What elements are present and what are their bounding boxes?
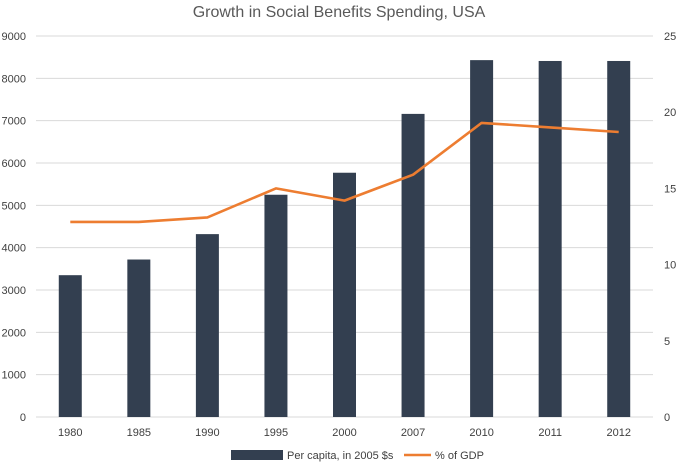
bar-2011: [538, 60, 562, 418]
y-right-tick-label: 20: [664, 107, 676, 119]
x-tick-label: 1995: [264, 427, 288, 439]
legend: Per capita, in 2005 $s % of GDP: [231, 450, 484, 462]
bar-1995: [264, 194, 288, 417]
y-right-tick-label: 15: [664, 183, 676, 195]
x-tick-label: 2007: [401, 427, 425, 439]
x-tick-label: 1980: [58, 427, 82, 439]
right-axis-ticks: 0 5 10 15 20 25: [664, 31, 676, 424]
y-left-tick-label: 2000: [2, 327, 26, 339]
x-axis-ticks: 1980 1985 1990 1995 2000 2007 2010 2011 2012: [58, 427, 631, 439]
y-right-tick-label: 10: [664, 260, 676, 272]
y-left-tick-label: 1000: [2, 370, 26, 382]
bar-series: [58, 60, 631, 418]
y-right-tick-label: 5: [664, 336, 670, 348]
bar-2007: [401, 113, 425, 417]
legend-bar-swatch: [231, 450, 283, 460]
chart-title: Growth in Social Benefits Spending, USA: [193, 4, 486, 21]
x-tick-label: 1990: [195, 427, 219, 439]
y-left-tick-label: 0: [20, 412, 26, 424]
line-series: [70, 121, 619, 224]
y-right-tick-label: 25: [664, 31, 676, 43]
legend-bar-label: Per capita, in 2005 $s: [287, 450, 394, 462]
y-right-tick-label: 0: [664, 412, 670, 424]
x-tick-label: 2011: [538, 427, 562, 439]
y-left-tick-label: 9000: [2, 31, 26, 43]
x-tick-label: 2000: [332, 427, 356, 439]
bar-2012: [607, 60, 631, 418]
bar-1990: [195, 234, 219, 417]
y-left-tick-label: 8000: [2, 73, 26, 85]
y-left-tick-label: 4000: [2, 243, 26, 255]
bar-2000: [333, 172, 356, 417]
y-left-tick-label: 6000: [2, 158, 26, 170]
y-left-tick-label: 5000: [2, 200, 26, 212]
left-axis-ticks: 0 1000 2000 3000 4000 5000 6000 7000 8000 9000: [2, 31, 26, 424]
x-tick-label: 2010: [469, 427, 493, 439]
bar-1985: [127, 259, 151, 417]
legend-line-label: % of GDP: [435, 450, 484, 462]
bar-2010: [470, 60, 494, 417]
y-left-tick-label: 3000: [2, 285, 26, 297]
y-left-tick-label: 7000: [2, 116, 26, 128]
bar-1980: [58, 275, 82, 417]
x-tick-label: 1985: [127, 427, 151, 439]
x-tick-label: 2012: [606, 427, 630, 439]
